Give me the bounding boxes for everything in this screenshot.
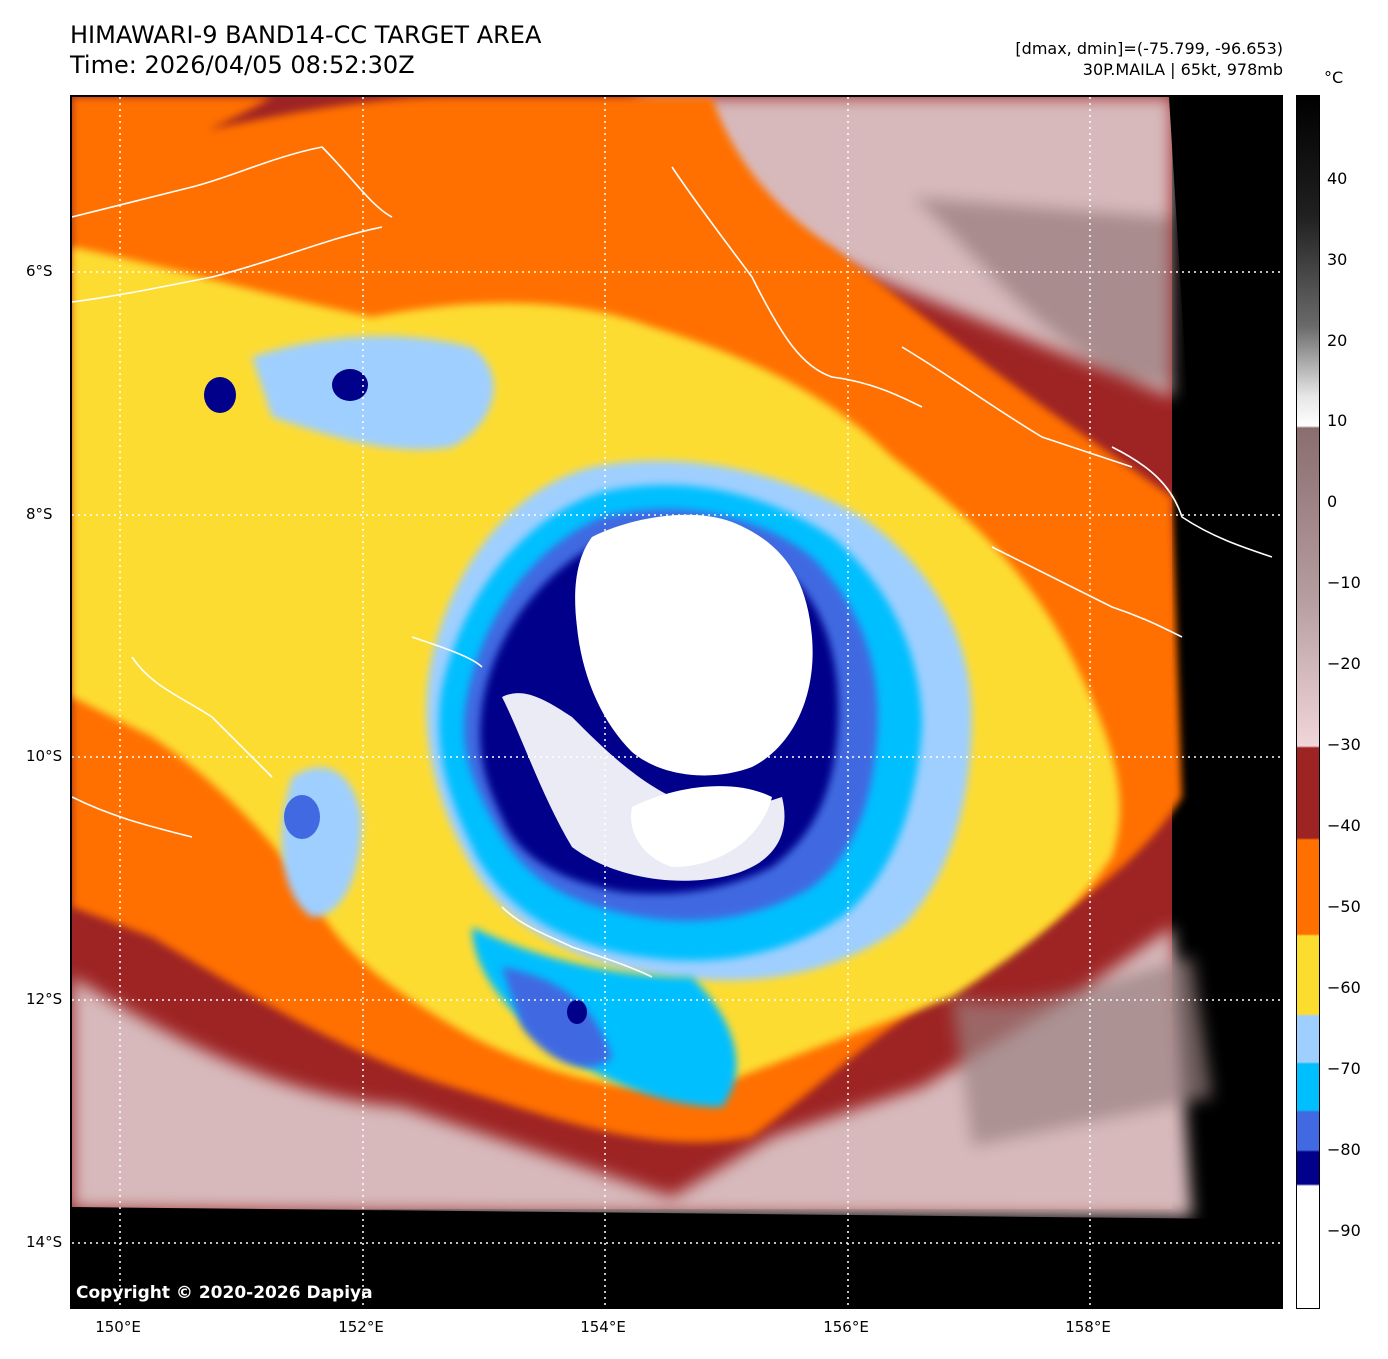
- dmax-dmin-text: [dmax, dmin]=(-75.799, -96.653): [1015, 39, 1283, 58]
- colorbar: [1296, 95, 1320, 1309]
- colorbar-label: −50: [1327, 897, 1361, 916]
- title-text: HIMAWARI-9 BAND14-CC TARGET AREA: [70, 21, 542, 49]
- lat-label-10s: 10°S: [26, 747, 63, 765]
- colorbar-label: −80: [1327, 1140, 1361, 1159]
- colorbar-unit: °C: [1324, 68, 1344, 87]
- time-text: Time: 2026/04/05 08:52:30Z: [70, 51, 415, 79]
- colorbar-label: −40: [1327, 816, 1361, 835]
- lon-label-156e: 156°E: [823, 1318, 869, 1336]
- eye-core: [502, 514, 813, 881]
- colorbar-label: −90: [1327, 1221, 1361, 1240]
- satellite-map[interactable]: Copyright © 2020-2026 Dapiya: [70, 95, 1283, 1309]
- colorbar-label: −30: [1327, 735, 1361, 754]
- colorbar-label: −10: [1327, 573, 1361, 592]
- grid-lines: [72, 97, 1281, 1307]
- lat-label-14s: 14°S: [26, 1233, 63, 1251]
- colorbar-label: 40: [1327, 169, 1348, 188]
- storm-text: 30P.MAILA | 65kt, 978mb: [1082, 60, 1283, 79]
- colorbar-label: 0: [1327, 492, 1338, 511]
- lat-label-8s: 8°S: [26, 505, 53, 523]
- colorbar-label: −60: [1327, 978, 1361, 997]
- colorbar-label: 20: [1327, 331, 1348, 350]
- lat-label-12s: 12°S: [26, 990, 63, 1008]
- copyright-text: Copyright © 2020-2026 Dapiya: [76, 1283, 373, 1303]
- coastlines: [72, 146, 1273, 978]
- convective-spots: [204, 369, 587, 1024]
- lon-label-150e: 150°E: [95, 1318, 141, 1336]
- colorbar-label: 10: [1327, 411, 1348, 430]
- colorbar-label: −70: [1327, 1059, 1361, 1078]
- colorbar-label: 30: [1327, 250, 1348, 269]
- figure-title: HIMAWARI-9 BAND14-CC TARGET AREA Time: 2…: [70, 20, 541, 80]
- lat-label-6s: 6°S: [26, 262, 53, 280]
- lon-label-152e: 152°E: [338, 1318, 384, 1336]
- satellite-image: [72, 97, 1281, 1307]
- storm-info: [dmax, dmin]=(-75.799, -96.653) 30P.MAIL…: [1015, 38, 1283, 80]
- clear-sky-regions: [72, 97, 1212, 1217]
- colorbar-label: −20: [1327, 654, 1361, 673]
- lon-label-158e: 158°E: [1065, 1318, 1111, 1336]
- lon-label-154e: 154°E: [580, 1318, 626, 1336]
